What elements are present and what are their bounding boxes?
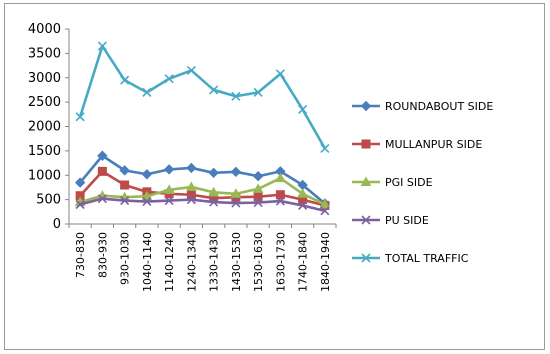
legend-entry: MULLANPUR SIDE [352, 138, 482, 151]
legend-entry: PU SIDE [352, 214, 429, 227]
x-tick-label: 1330-1430 [208, 232, 221, 292]
data-point [165, 165, 174, 174]
data-point [276, 70, 284, 78]
y-tick-label: 3500 [28, 46, 61, 61]
data-point [254, 172, 263, 181]
y-tick-label: 2500 [28, 95, 61, 110]
x-tick-label: 1740-1840 [297, 232, 310, 292]
x-tick-label: 1430-1530 [230, 232, 243, 292]
data-point [121, 76, 129, 84]
y-tick-labels: 0 500 1000 1500 2000 2500 3000 3500 4000 [28, 22, 61, 232]
data-point [321, 144, 329, 152]
y-tick-label: 2000 [28, 120, 61, 135]
legend-label: PGI SIDE [385, 176, 433, 189]
y-tick-label: 3000 [28, 71, 61, 86]
legend-label: PU SIDE [385, 214, 429, 227]
data-point [276, 174, 285, 182]
data-point [121, 181, 129, 189]
series-line [80, 199, 325, 211]
legend-label: MULLANPUR SIDE [385, 138, 482, 151]
series-line [80, 46, 325, 148]
x-tick-label: 1840-1940 [319, 232, 332, 292]
series-lines [76, 42, 330, 215]
y-tick-label: 0 [53, 217, 61, 232]
x-tick-label: 730-830 [74, 232, 87, 278]
chart-frame: 0 500 1000 1500 2000 2500 3000 3500 4000 730-830… [4, 3, 545, 350]
x-tick-label: 930-1030 [119, 232, 132, 285]
x-tick-label: 1530-1630 [252, 232, 265, 292]
legend-entry: PGI SIDE [352, 176, 433, 189]
x-tick-label: 1140-1240 [163, 232, 176, 292]
x-tick-label: 1040-1140 [141, 232, 154, 292]
line-chart: 0 500 1000 1500 2000 2500 3000 3500 4000 730-830… [5, 4, 546, 351]
legend-marker [362, 140, 370, 148]
data-point [299, 105, 307, 113]
y-tick-label: 1500 [28, 144, 61, 159]
legend-label: ROUNDABOUT SIDE [385, 100, 493, 113]
data-point [209, 168, 218, 177]
data-point [143, 88, 151, 96]
legend-label: TOTAL TRAFFIC [384, 252, 469, 265]
x-tick-label: 1630-1730 [274, 232, 287, 292]
legend-entry: TOTAL TRAFFIC [352, 252, 469, 265]
y-tick-label: 4000 [28, 22, 61, 37]
data-point [142, 170, 151, 179]
data-point [187, 163, 196, 172]
data-point [98, 167, 106, 175]
legend: ROUNDABOUT SIDE MULLANPUR SIDE PGI SIDE PU … [352, 100, 493, 265]
data-point [231, 167, 240, 176]
legend-entry: ROUNDABOUT SIDE [352, 100, 493, 113]
y-tick-label: 1000 [28, 168, 61, 183]
x-tick-labels: 730-830 830-930 930-1030 1040-1140 1140-1240… [74, 232, 332, 292]
x-tick-label: 830-930 [96, 232, 109, 278]
series-total-traffic [76, 42, 329, 152]
legend-marker [362, 102, 371, 111]
y-tick-label: 500 [36, 193, 61, 208]
x-tick-label: 1240-1340 [185, 232, 198, 292]
